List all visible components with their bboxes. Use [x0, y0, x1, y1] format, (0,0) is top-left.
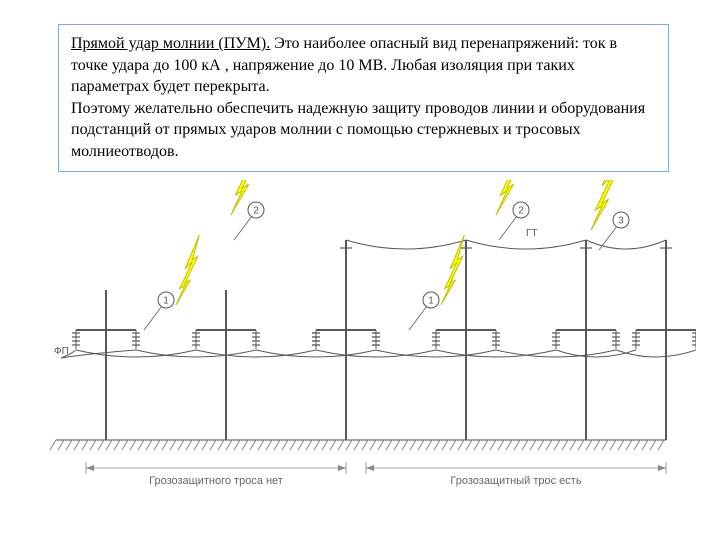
dimension-caption: Грозозащитный трос есть	[450, 475, 581, 487]
info-textbox: Прямой удар молнии (ПУМ). Это наиболее о…	[58, 24, 669, 172]
phase-wire	[616, 350, 696, 357]
marker-number: 3	[618, 216, 624, 227]
ground-wire	[346, 240, 466, 249]
lightning-diagram: ФП ГТ 1 2 1 2 3 Грозозащитного троса нет Грозоза…	[26, 180, 696, 510]
marker-number: 1	[428, 296, 434, 307]
ground-wire	[466, 240, 586, 249]
marker-number: 2	[253, 206, 259, 217]
marker-number: 1	[163, 296, 169, 307]
ground-wire	[586, 240, 666, 249]
label-gt: ГТ	[526, 228, 538, 239]
textbox-title: Прямой удар молнии (ПУМ).	[71, 35, 270, 52]
lightning-icon	[176, 235, 199, 305]
textbox-body2: Поэтому желательно обеспечить надежную з…	[71, 100, 645, 160]
dimension-caption: Грозозащитного троса нет	[149, 475, 283, 487]
marker-number: 2	[518, 206, 524, 217]
label-fp: ФП	[54, 346, 69, 357]
